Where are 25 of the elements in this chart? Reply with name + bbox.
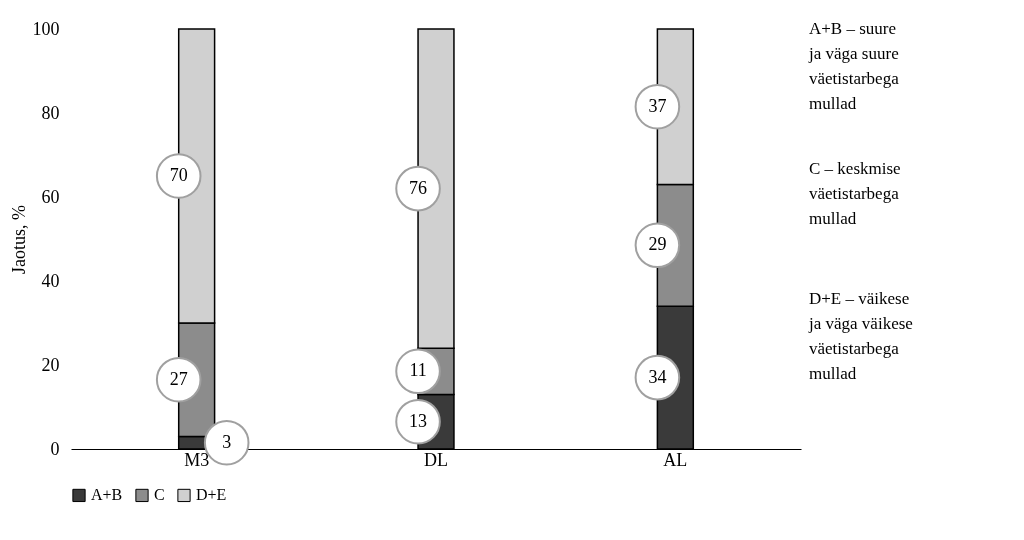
text: A+B – suure ja väga suure väetistarbega mullad (808, 19, 900, 113)
x-tick-label: AL (663, 449, 688, 470)
y-axis-title: Jaotus, % (8, 205, 29, 274)
y-tick-label: 0 (50, 438, 60, 459)
y-tick-label: 60 (41, 186, 60, 207)
y-tick-label: 20 (41, 354, 60, 375)
data-label: 34 (648, 366, 667, 387)
data-label: 37 (648, 95, 667, 116)
legend-label: C (154, 486, 165, 504)
y-tick-label: 100 (32, 18, 60, 39)
data-label: 11 (409, 360, 427, 381)
y-tick-label: 40 (41, 270, 60, 291)
data-label: 3 (222, 431, 232, 452)
x-tick-label: M3 (184, 449, 210, 470)
data-label: 70 (169, 165, 188, 185)
legend-label: A+B (91, 486, 123, 504)
y-tick-label: 80 (41, 102, 60, 123)
text: C – keskmise väetistarbega mullad (809, 159, 901, 228)
data-label: 27 (169, 368, 188, 389)
data-label: 13 (409, 410, 428, 431)
legend-label: D+E (196, 486, 227, 504)
data-label: 29 (648, 234, 667, 255)
data-label: 76 (409, 177, 428, 198)
x-tick-label: DL (424, 449, 448, 470)
text: D+E – väikese ja väga väikese väetistarbega mullad (808, 289, 913, 383)
